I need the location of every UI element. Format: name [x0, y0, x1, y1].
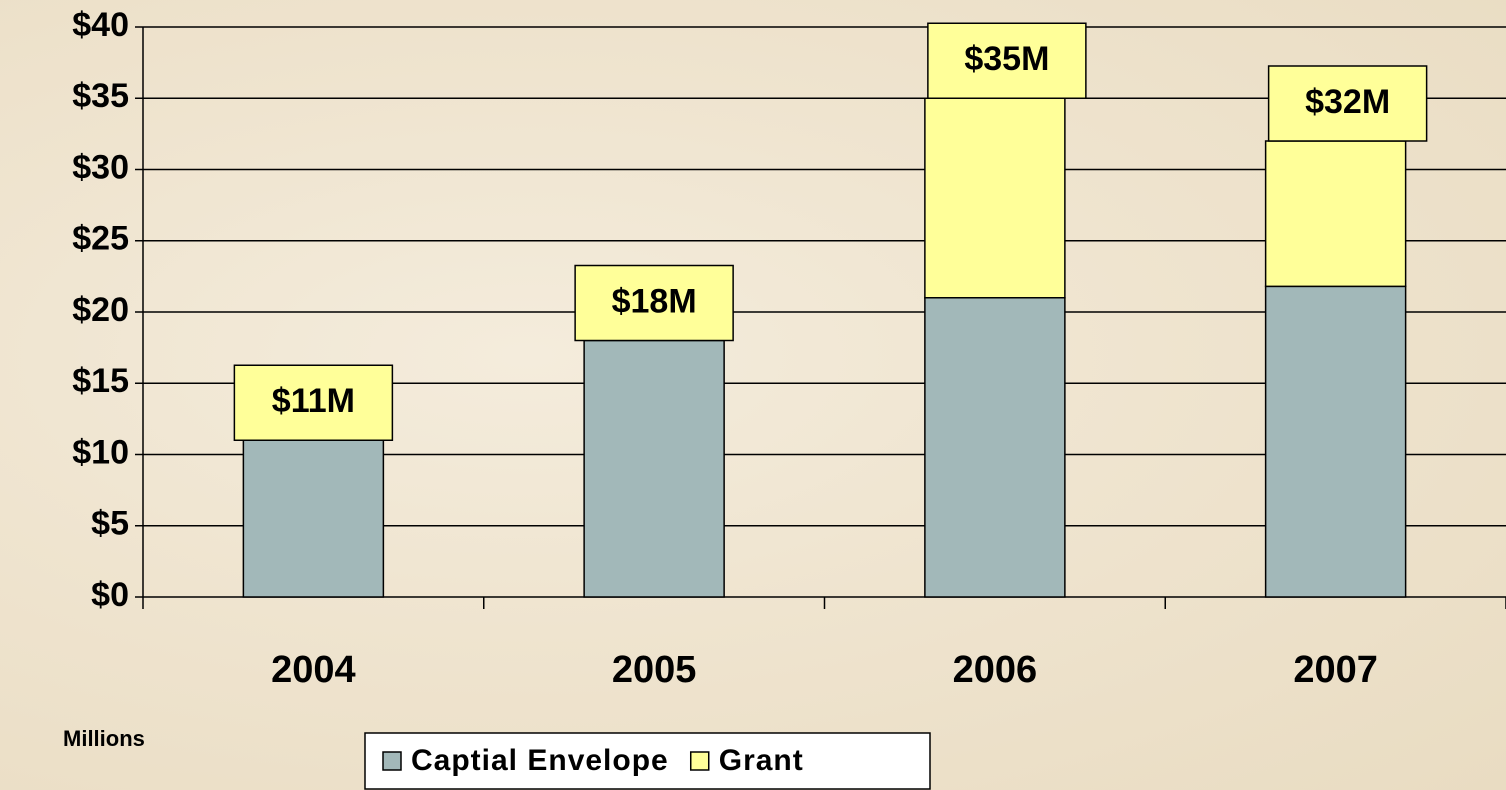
total-label: $11M: [272, 382, 355, 420]
total-label-box: [927, 22, 1087, 99]
x-tick-label: 2004: [271, 649, 356, 691]
legend-label: Captial Envelope: [411, 744, 669, 777]
legend-swatch: [382, 751, 402, 771]
bar-segment: [1264, 140, 1407, 288]
bar-segment: [583, 339, 725, 598]
legend-label: Grant: [719, 744, 804, 777]
y-tick-label: $0: [91, 576, 129, 614]
legend-swatch: [689, 751, 710, 771]
bar-segment: [242, 439, 385, 598]
bar-segment: [924, 97, 1066, 299]
y-tick-label: $40: [72, 6, 129, 44]
total-label-box: [233, 364, 394, 441]
y-tick-label: $15: [72, 362, 129, 400]
y-tick-label: $20: [72, 291, 129, 329]
total-label: $18M: [612, 282, 697, 320]
bar-segment: [924, 297, 1066, 598]
x-tick-label: 2007: [1293, 649, 1378, 691]
total-label-box: [1267, 65, 1428, 142]
legend-box: [364, 732, 931, 790]
total-label: $32M: [1305, 83, 1390, 121]
y-tick-label: $25: [72, 220, 129, 258]
y-tick-label: $5: [91, 505, 129, 543]
y-tick-label: $10: [72, 433, 129, 471]
x-tick-label: 2006: [953, 649, 1038, 691]
unit-note: Millions: [63, 726, 145, 751]
y-tick-label: $30: [72, 148, 129, 186]
total-label: $35M: [964, 40, 1049, 78]
total-label-box: [574, 264, 734, 342]
y-tick-label: $35: [72, 77, 129, 115]
x-tick-label: 2005: [612, 649, 697, 691]
bar-segment: [1264, 285, 1407, 598]
